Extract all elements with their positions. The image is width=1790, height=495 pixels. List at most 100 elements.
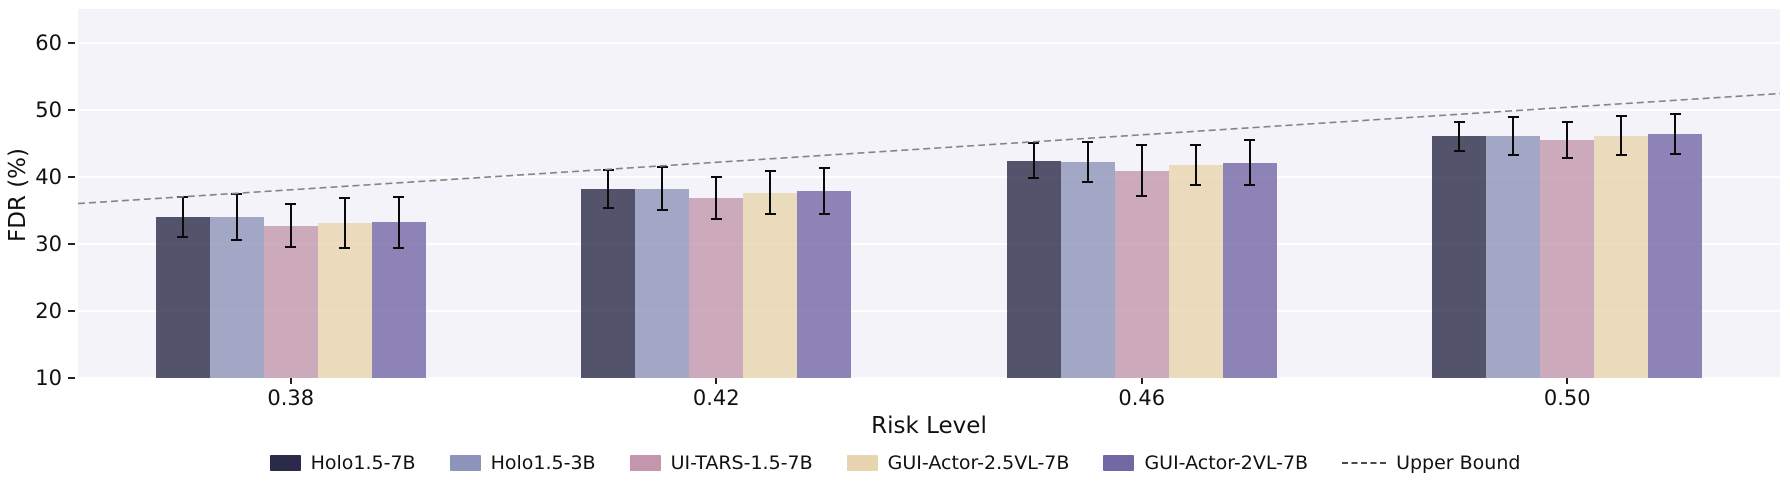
error-cap-top	[1244, 139, 1256, 142]
error-cap-bottom	[1669, 152, 1681, 155]
y-tick-mark	[68, 377, 75, 379]
bar-ui-tars-1-5-7b	[1114, 170, 1169, 378]
gridline	[78, 175, 1780, 178]
error-cap-bottom	[393, 246, 405, 249]
bar-gui-actor-2-5vl-7b	[1168, 164, 1223, 378]
error-cap-top	[1136, 144, 1148, 147]
error-bar-holo1-5-3b	[1086, 141, 1089, 183]
gridline	[78, 41, 1780, 44]
x-tick-mark	[1140, 378, 1143, 384]
error-cap-bottom	[1453, 149, 1465, 152]
legend-item-holo1-5-7b: Holo1.5-7B	[269, 452, 416, 474]
error-bar-gui-actor-2-5vl-7b	[1194, 144, 1197, 185]
bar-holo1-5-3b	[209, 216, 264, 378]
error-bar-gui-actor-2vl-7b	[1248, 140, 1251, 185]
error-cap-bottom	[231, 239, 243, 242]
bar-gui-actor-2-5vl-7b	[1594, 135, 1649, 378]
y-tick-label: 20	[35, 298, 62, 323]
legend-item-upper-bound: Upper Bound	[1342, 452, 1520, 474]
error-bar-holo1-5-3b	[661, 167, 664, 211]
error-cap-bottom	[656, 209, 668, 212]
error-cap-bottom	[602, 206, 614, 209]
bar-holo1-5-7b	[155, 216, 210, 378]
error-bar-holo1-5-7b	[1458, 122, 1461, 151]
error-cap-top	[1615, 115, 1627, 118]
error-cap-bottom	[710, 217, 722, 220]
y-tick-label: 30	[35, 231, 62, 256]
y-tick-mark	[68, 41, 75, 44]
error-cap-bottom	[1136, 195, 1148, 198]
bar-holo1-5-3b	[1060, 161, 1115, 378]
error-cap-bottom	[1507, 153, 1519, 156]
error-cap-bottom	[339, 246, 351, 249]
legend-item-ui-tars-1-5-7b: UI-TARS-1.5-7B	[629, 452, 813, 474]
legend-swatch-gui-actor-2vl-7b	[1103, 455, 1135, 471]
error-cap-bottom	[1082, 181, 1094, 184]
legend-label: GUI-Actor-2VL-7B	[1144, 452, 1309, 474]
y-tick-mark	[68, 175, 75, 178]
error-bar-ui-tars-1-5-7b	[715, 177, 718, 219]
legend-dashed-line-sample	[1342, 462, 1387, 464]
x-tick-label: 0.42	[692, 386, 740, 410]
gridline	[78, 242, 1780, 245]
legend-swatch-ui-tars-1-5-7b	[629, 455, 661, 471]
bar-ui-tars-1-5-7b	[263, 225, 318, 378]
legend: Holo1.5-7B Holo1.5-3B UI-TARS-1.5-7B GUI-Ac…	[0, 452, 1790, 474]
bar-ui-tars-1-5-7b	[689, 198, 744, 378]
error-bar-gui-actor-2-5vl-7b	[769, 171, 772, 215]
y-tick-label: 10	[35, 366, 62, 390]
bar-holo1-5-3b	[635, 188, 690, 378]
error-cap-top	[1507, 116, 1519, 119]
bar-gui-actor-2vl-7b	[797, 190, 852, 378]
error-bar-gui-actor-2vl-7b	[397, 196, 400, 248]
legend-item-holo1-5-3b: Holo1.5-3B	[449, 452, 596, 474]
bar-holo1-5-7b	[581, 188, 636, 378]
x-tick-label: 0.50	[1543, 386, 1591, 410]
error-cap-bottom	[764, 213, 776, 216]
x-tick-mark	[715, 378, 718, 384]
x-axis-label: Risk Level	[871, 413, 987, 439]
legend-swatch-gui-actor-2-5vl-7b	[846, 455, 878, 471]
x-tick-label: 0.46	[1118, 386, 1166, 410]
legend-item-gui-actor-2vl-7b: GUI-Actor-2VL-7B	[1103, 452, 1308, 474]
legend-swatch-holo1-5-3b	[449, 455, 481, 471]
bar-gui-actor-2vl-7b	[1648, 133, 1703, 378]
y-tick-label: 60	[35, 30, 62, 55]
x-tick-label: 0.38	[267, 386, 315, 410]
bar-holo1-5-7b	[1432, 136, 1487, 378]
error-cap-top	[1028, 142, 1040, 145]
error-bar-gui-actor-2vl-7b	[823, 168, 826, 214]
error-bar-ui-tars-1-5-7b	[289, 204, 292, 248]
error-cap-top	[656, 166, 668, 169]
bar-gui-actor-2-5vl-7b	[317, 223, 372, 378]
bar-holo1-5-7b	[1006, 160, 1061, 378]
bar-holo1-5-3b	[1486, 135, 1541, 378]
x-tick-mark	[289, 378, 292, 384]
legend-label: GUI-Actor-2.5VL-7B	[887, 452, 1070, 474]
error-bar-ui-tars-1-5-7b	[1140, 145, 1143, 197]
y-tick-label: 50	[35, 97, 62, 122]
error-bar-holo1-5-7b	[1032, 143, 1035, 179]
error-bar-holo1-5-7b	[181, 196, 184, 238]
legend-label: UI-TARS-1.5-7B	[670, 452, 813, 474]
error-bar-gui-actor-2vl-7b	[1674, 113, 1677, 154]
error-cap-bottom	[1561, 156, 1573, 159]
legend-item-gui-actor-2-5vl-7b: GUI-Actor-2.5VL-7B	[846, 452, 1070, 474]
error-cap-bottom	[1190, 183, 1202, 186]
bar-ui-tars-1-5-7b	[1540, 139, 1595, 378]
error-cap-top	[1190, 143, 1202, 146]
error-cap-top	[764, 170, 776, 173]
error-cap-bottom	[177, 236, 189, 239]
y-tick-mark	[68, 309, 75, 312]
y-tick-label: 40	[35, 164, 62, 189]
error-bar-ui-tars-1-5-7b	[1566, 121, 1569, 158]
gridline	[78, 309, 1780, 312]
error-bar-holo1-5-7b	[607, 170, 610, 208]
error-bar-holo1-5-3b	[235, 193, 238, 241]
gridline	[78, 377, 1780, 379]
error-cap-top	[393, 195, 405, 198]
legend-label: Holo1.5-3B	[490, 452, 596, 474]
error-cap-top	[818, 167, 830, 169]
error-cap-bottom	[1244, 183, 1256, 186]
error-bar-holo1-5-3b	[1512, 117, 1515, 155]
